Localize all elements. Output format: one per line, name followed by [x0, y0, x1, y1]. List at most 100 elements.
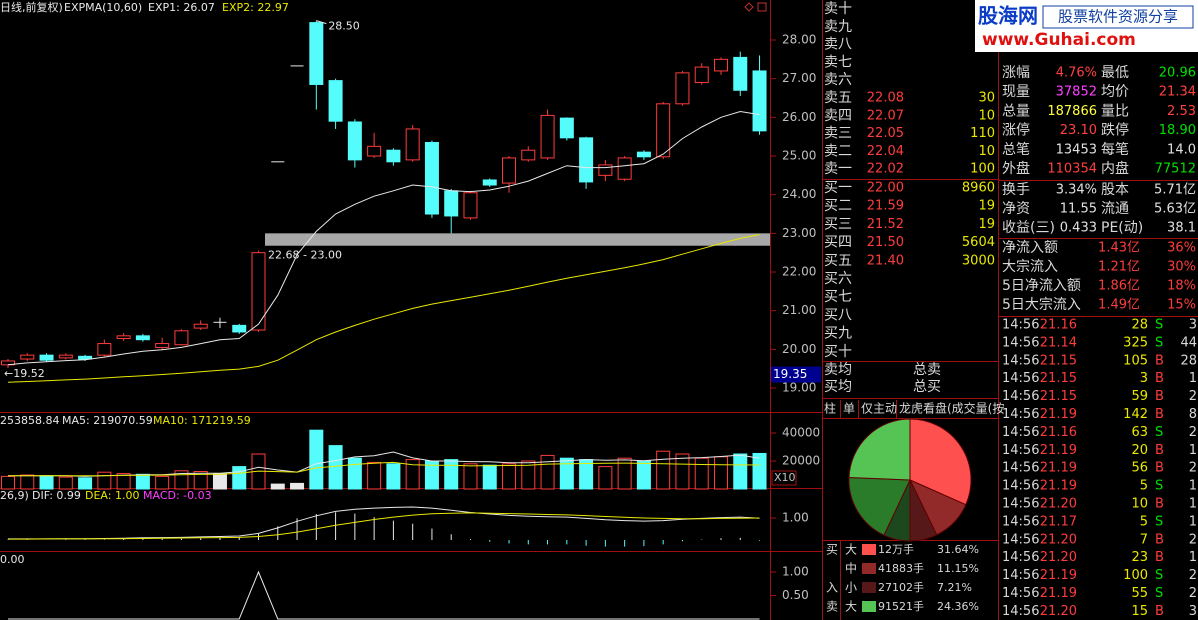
stat-label: 换手 — [1002, 181, 1030, 198]
panel-header: 0.00 — [0, 553, 25, 566]
flow-percent: 30% — [1167, 260, 1196, 275]
panel-header: DEA: 1.00 — [85, 489, 139, 502]
stat-value: 5.63亿 — [1154, 202, 1196, 217]
tick-volume: 15 — [1131, 604, 1148, 619]
legend-volume: 41883手 — [878, 561, 924, 575]
volume-bar — [482, 464, 497, 490]
tick-volume: 59 — [1131, 389, 1148, 404]
panel-header: 26,9) — [0, 489, 29, 502]
tick-volume: 20 — [1131, 443, 1148, 458]
ma10-line — [8, 461, 760, 477]
candle-body — [713, 58, 728, 72]
stat-value: 187866 — [1047, 104, 1097, 119]
tick-count: 1 — [1189, 550, 1197, 565]
tick-volume: 23 — [1131, 550, 1148, 565]
volume-bar — [502, 463, 517, 490]
tick-time: 14:56 — [1002, 604, 1039, 619]
stat-value: 5.71亿 — [1154, 183, 1196, 198]
tick-side: S — [1155, 425, 1163, 440]
y-tick-label: 26.00 — [782, 110, 816, 124]
book-volume: 3000 — [962, 253, 995, 268]
book-price: 22.04 — [867, 144, 904, 159]
volume-bar — [386, 463, 401, 490]
book-label: 卖二 — [824, 143, 852, 159]
tick-price: 21.20 — [1040, 532, 1077, 547]
high-leader — [316, 20, 327, 25]
volume-bar — [97, 471, 112, 490]
candle-body — [694, 66, 709, 84]
tab[interactable]: 龙虎看盘(成交量(按 — [899, 401, 1004, 416]
tick-price: 21.20 — [1040, 550, 1077, 565]
candle-body — [58, 354, 73, 359]
candle-body — [579, 137, 594, 183]
stat-value: 23.10 — [1060, 123, 1097, 138]
candle-body — [733, 56, 748, 91]
y-tick-label: 21.00 — [782, 303, 816, 317]
candle-body — [675, 72, 690, 105]
legend-side: 卖 — [826, 600, 838, 614]
book-price: 22.07 — [867, 108, 904, 123]
tab[interactable]: 仅主动 — [861, 402, 897, 416]
tick-side: B — [1155, 604, 1164, 619]
tick-count: 2 — [1189, 568, 1197, 583]
stat-value: 14.0 — [1167, 142, 1196, 157]
tick-price: 21.20 — [1040, 604, 1077, 619]
book-volume: 10 — [978, 144, 995, 159]
y-tick-label: 1.00 — [782, 565, 809, 579]
y-tick-label: 0.50 — [782, 588, 809, 602]
tick-time: 14:56 — [1002, 550, 1039, 565]
book-price: 22.05 — [867, 126, 904, 141]
book-price: 21.59 — [867, 199, 904, 214]
y-tick-label: 27.00 — [782, 71, 816, 85]
stat-value: 110354 — [1047, 162, 1097, 177]
stat-value: 4.76% — [1056, 66, 1097, 81]
panel-header: EXP1: 26.07 — [148, 1, 215, 14]
candle-body — [20, 354, 35, 360]
tick-count: 3 — [1189, 318, 1197, 333]
volume-bar — [367, 461, 382, 490]
volume-bar — [521, 460, 536, 490]
book-label: 卖四 — [824, 108, 852, 124]
y-tick-label: 20.00 — [782, 342, 816, 356]
tick-time: 14:56 — [1002, 389, 1039, 404]
book-label: 卖九 — [824, 19, 852, 35]
tick-time: 14:56 — [1002, 443, 1039, 458]
tick-side: B — [1155, 497, 1164, 512]
flow-value: 1.86亿 — [1098, 279, 1140, 294]
pie-slice — [848, 418, 911, 481]
candle-body — [598, 164, 613, 176]
tab[interactable]: 单 — [843, 402, 855, 416]
flow-value: 1.49亿 — [1098, 298, 1140, 313]
book-label: 买六 — [824, 271, 852, 287]
stat-label: PE(动) — [1101, 220, 1143, 236]
tab[interactable]: 柱 — [824, 401, 836, 416]
flow-value: 1.43亿 — [1098, 241, 1140, 256]
book-volume: 19 — [978, 199, 995, 214]
tick-price: 21.16 — [1040, 318, 1077, 333]
book-label: 卖五 — [824, 90, 852, 106]
tick-time: 14:56 — [1002, 586, 1039, 601]
legend-swatch — [862, 601, 876, 612]
icon-diamond[interactable] — [744, 2, 754, 12]
stat-label: 流通 — [1101, 201, 1129, 217]
candle-body — [193, 323, 208, 329]
stat-value: 0.433 — [1060, 221, 1097, 236]
tick-price: 21.15 — [1040, 353, 1077, 368]
volume-bar — [20, 474, 35, 490]
panel-header: DIF: 0.99 — [32, 489, 81, 502]
tick-side: B — [1155, 353, 1164, 368]
stat-value: 18.90 — [1159, 123, 1196, 138]
tick-price: 21.19 — [1040, 479, 1077, 494]
tick-time: 14:56 — [1002, 353, 1039, 368]
flow-value: 1.21亿 — [1098, 260, 1140, 275]
stat-label: 涨停 — [1002, 122, 1030, 139]
stat-label: 跌停 — [1101, 122, 1129, 139]
flow-percent: 15% — [1167, 298, 1196, 313]
icon-square[interactable] — [757, 2, 767, 12]
tick-side: S — [1155, 335, 1163, 350]
book-volume: 10 — [978, 108, 995, 123]
tick-time: 14:56 — [1002, 479, 1039, 494]
stat-value: 37852 — [1056, 85, 1097, 100]
stat-value: 13453 — [1056, 142, 1097, 157]
